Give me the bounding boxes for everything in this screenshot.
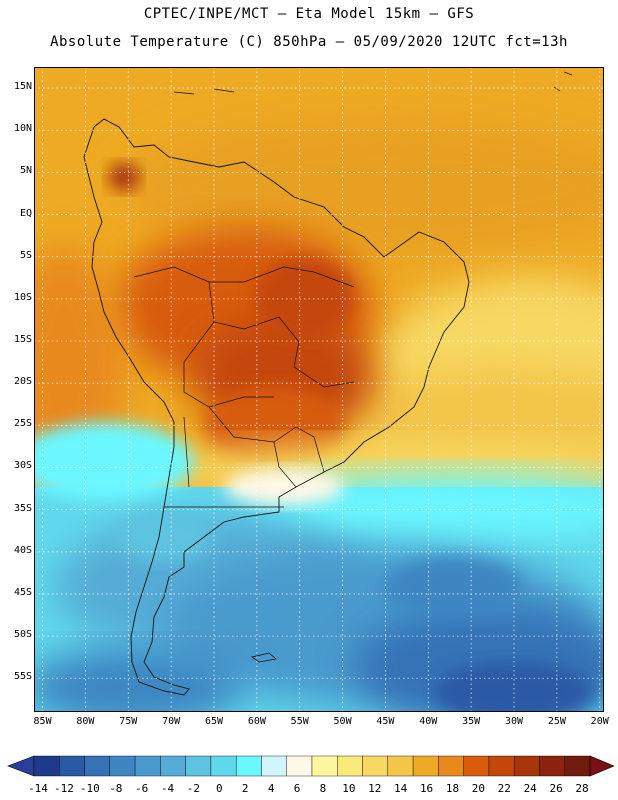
- colorbar-tick-label: 22: [497, 782, 511, 795]
- colorbar-swatch: [109, 755, 136, 777]
- latitude-label: 5S: [19, 249, 32, 261]
- colorbar-swatch: [539, 755, 565, 777]
- colorbar-swatch: [438, 755, 464, 777]
- colorbar-swatch: [513, 755, 540, 777]
- colorbar-tick-label: 2: [241, 782, 249, 795]
- colorbar-tick-label: 16: [419, 782, 434, 795]
- colorbar-swatch: [185, 755, 212, 777]
- continent-outline: [83, 118, 470, 696]
- colorbar-tick-label: 10: [342, 782, 356, 795]
- colorbar-tick-label: 8: [319, 782, 327, 795]
- colorbar-swatch: [286, 755, 313, 777]
- longitude-label: 85W: [33, 716, 52, 727]
- country-borders: [133, 266, 355, 508]
- latitude-label: EQ: [19, 207, 32, 219]
- latitude-label: 25S: [13, 418, 32, 430]
- colorbar-swatch: [210, 755, 237, 777]
- colorbar-tick-label: 0: [216, 782, 223, 795]
- longitude-label: 40W: [419, 716, 438, 727]
- colorbar-swatch: [311, 755, 338, 777]
- colorbar-under-arrow: [7, 755, 35, 777]
- grid-lines: [34, 67, 604, 712]
- longitude-label: 50W: [333, 716, 352, 727]
- latitude-label: 35S: [13, 502, 32, 514]
- latitude-label: 30S: [13, 460, 32, 472]
- colorbar-swatch: [261, 755, 287, 777]
- longitude-label: 80W: [76, 716, 95, 727]
- colorbar-tick-label: -2: [186, 782, 201, 795]
- colorbar-swatch: [59, 755, 85, 777]
- longitude-label: 65W: [204, 716, 224, 727]
- colorbar-tick-label: -14: [28, 782, 48, 795]
- colorbar-swatch: [235, 755, 262, 777]
- colorbar-swatch: [33, 755, 60, 777]
- temperature-map: [34, 67, 604, 712]
- colorbar-tick-label: -12: [53, 782, 74, 795]
- colorbar-tick-label: -10: [79, 782, 100, 795]
- colorbar-tick-label: -6: [134, 782, 149, 795]
- falkland-islands: [251, 652, 277, 663]
- longitude-label: 75W: [119, 716, 138, 727]
- longitude-label: 55W: [290, 716, 309, 727]
- colorbar-swatch: [387, 755, 414, 777]
- latitude-label: 10S: [13, 291, 32, 303]
- longitude-label: 70W: [162, 716, 181, 727]
- colorbar-swatch: [463, 755, 490, 777]
- colorbar-tick-label: -8: [109, 782, 123, 795]
- latitude-label: 50S: [13, 629, 32, 641]
- colorbar-tick-label: 14: [394, 782, 408, 795]
- longitude-label: 60W: [247, 716, 266, 727]
- colorbar-swatch: [337, 755, 363, 777]
- colorbar-tick-label: 18: [445, 782, 460, 795]
- temperature-field: [34, 67, 604, 712]
- colorbar-swatch: [488, 755, 515, 777]
- colorbar-swatch: [134, 755, 161, 777]
- latitude-label: 40S: [13, 544, 32, 556]
- longitude-label: 25W: [547, 716, 566, 727]
- colorbar-swatch: [84, 755, 111, 777]
- colorbar-tick-label: 20: [471, 782, 485, 795]
- longitude-label: 35W: [462, 716, 481, 727]
- colorbar-tick-label: -4: [160, 782, 175, 795]
- colorbar-over-arrow: [589, 755, 615, 777]
- colorbar-swatch: [412, 755, 439, 777]
- latitude-label: 5N: [19, 165, 32, 177]
- colorbar-swatch: [564, 755, 591, 777]
- latitude-label: 15S: [13, 334, 32, 346]
- colorbar: [7, 755, 615, 777]
- colorbar-tick-label: 24: [523, 782, 537, 795]
- latitude-label: 10N: [13, 123, 32, 135]
- colorbar-tick-label: 12: [368, 782, 382, 795]
- colorbar-swatch: [362, 755, 389, 777]
- longitude-label: 30W: [504, 716, 524, 727]
- longitude-label: 20W: [590, 716, 609, 727]
- colorbar-tick-label: 6: [293, 782, 301, 795]
- title-line-2: Absolute Temperature (C) 850hPa – 05/09/…: [50, 34, 568, 50]
- latitude-label: 45S: [13, 586, 32, 598]
- latitude-label: 55S: [13, 671, 32, 683]
- latitude-label: 20S: [13, 376, 32, 388]
- colorbar-swatch: [160, 755, 186, 777]
- colorbar-tick-label: 4: [267, 782, 275, 795]
- title-line-1: CPTEC/INPE/MCT – Eta Model 15km – GFS: [143, 6, 475, 22]
- latitude-label: 15N: [13, 81, 32, 93]
- longitude-label: 45W: [376, 716, 395, 727]
- colorbar-tick-label: 26: [549, 782, 563, 795]
- colorbar-tick-label: 28: [575, 782, 589, 795]
- caribbean-islands: [173, 71, 573, 95]
